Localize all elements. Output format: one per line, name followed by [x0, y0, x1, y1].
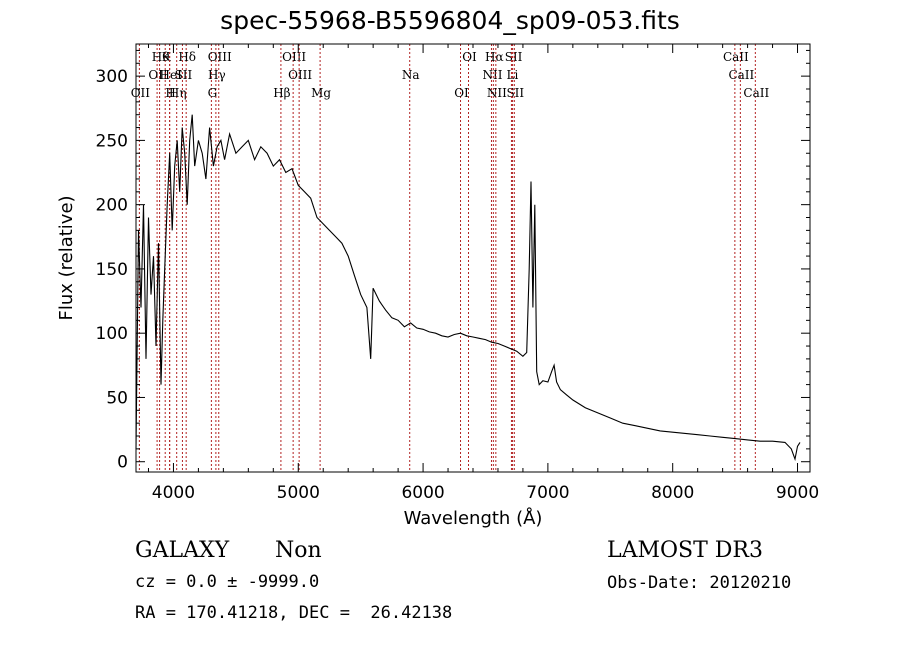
- line-marker-label-16: Na: [402, 68, 420, 82]
- line-marker-label-6: H: [165, 86, 175, 100]
- x-tick-label-6000: 6000: [401, 483, 444, 503]
- x-tick-label-8000: 8000: [651, 483, 694, 503]
- line-marker-label-11: OIII: [208, 50, 232, 64]
- x-tick-label-5000: 5000: [277, 483, 320, 503]
- line-marker-label-17: OI: [454, 86, 469, 100]
- line-marker-label-18: OI: [462, 50, 477, 64]
- object-class: GALAXY: [135, 538, 230, 563]
- plot-frame: [135, 43, 811, 473]
- object-subclass: Non: [275, 538, 322, 563]
- y-tick-label-50: 50: [106, 388, 128, 408]
- line-marker-label-10: G: [208, 86, 218, 100]
- line-marker-label-12: Hβ: [273, 86, 290, 100]
- observation-date: Obs-Date: 20120210: [607, 573, 792, 593]
- line-marker-label-13: OIII: [282, 50, 306, 64]
- line-marker-label-19: NII: [482, 68, 502, 82]
- spectrum-series-0: [135, 114, 801, 462]
- line-marker-label-1: OII: [148, 68, 168, 82]
- y-tick-label-200: 200: [96, 196, 128, 216]
- coordinates-line: RA = 170.41218, DEC = 26.42138: [135, 603, 453, 623]
- line-marker-label-7: Hδ: [178, 50, 196, 64]
- line-marker-label-15: Mg: [311, 86, 331, 100]
- line-marker-label-26: CaII: [728, 68, 754, 82]
- line-marker-label-5: K: [162, 50, 172, 64]
- y-tick-label-100: 100: [96, 324, 128, 344]
- redshift-line: cz = 0.0 ± -9999.0: [135, 572, 320, 592]
- chart-title: spec-55968-B5596804_sp09-053.fits: [220, 6, 680, 35]
- line-marker-label-14: OIII: [288, 68, 312, 82]
- y-tick-label-300: 300: [96, 67, 128, 87]
- x-tick-label-9000: 9000: [776, 483, 819, 503]
- line-marker-label-0: OII: [131, 86, 151, 100]
- line-marker-label-24: Li: [507, 68, 519, 82]
- line-marker-label-8: SII: [175, 68, 193, 82]
- y-axis-label: Flux (relative): [56, 195, 77, 320]
- y-tick-label-250: 250: [96, 131, 128, 151]
- x-axis-label: Wavelength (Å): [404, 507, 543, 529]
- x-tick-label-4000: 4000: [152, 483, 195, 503]
- line-marker-label-21: NII: [487, 86, 507, 100]
- line-marker-label-23: SII: [506, 86, 524, 100]
- survey-name: LAMOST DR3: [607, 538, 763, 563]
- x-tick-label-7000: 7000: [526, 483, 569, 503]
- line-marker-label-20: Hα: [485, 50, 504, 64]
- y-tick-label-0: 0: [117, 453, 128, 473]
- line-marker-label-9: Hγ: [208, 68, 226, 82]
- y-tick-label-150: 150: [96, 260, 128, 280]
- line-marker-label-25: CaII: [723, 50, 749, 64]
- line-marker-label-27: CaII: [743, 86, 769, 100]
- line-marker-label-22: SII: [505, 50, 523, 64]
- line-marker-label-3: HeI: [160, 68, 183, 82]
